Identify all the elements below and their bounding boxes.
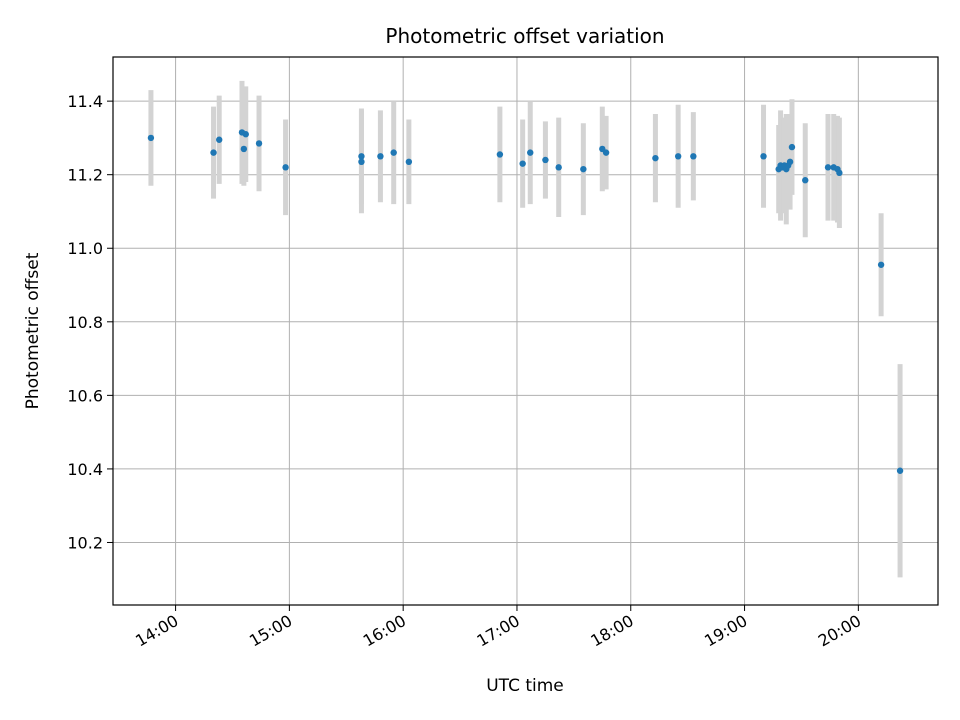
data-point (674, 153, 682, 160)
data-point (836, 169, 843, 177)
y-tick-label: 11.0 (67, 239, 103, 258)
data-point (147, 134, 155, 142)
data-point (555, 164, 562, 171)
data-point (405, 158, 413, 166)
data-point (802, 177, 809, 184)
data-point (824, 164, 832, 171)
data-point (786, 158, 794, 166)
grid (113, 57, 938, 605)
chart-title: Photometric offset variation (385, 24, 664, 48)
data-point (496, 151, 504, 158)
data-point (896, 467, 904, 474)
data-point (527, 149, 534, 156)
data-point (788, 143, 796, 151)
data-point (760, 153, 767, 160)
data-point (255, 140, 263, 147)
data-point (282, 164, 289, 171)
data-point (602, 149, 610, 156)
data-point (377, 153, 384, 160)
y-axis-ticks: 10.2 10.4 10.6 10.8 11.0 11.2 11.4 (67, 92, 113, 552)
y-tick-label: 10.8 (67, 313, 103, 332)
y-tick-label: 10.6 (67, 386, 103, 405)
y-tick-label: 10.2 (67, 533, 103, 552)
data-point (390, 149, 397, 156)
data-point (519, 160, 526, 167)
y-tick-label: 11.2 (67, 166, 103, 185)
data-point (652, 154, 659, 162)
data-point (877, 261, 885, 268)
data-point (358, 158, 365, 166)
data-points (147, 129, 904, 474)
data-point (580, 165, 587, 173)
data-point (242, 131, 249, 138)
y-axis-label: Photometric offset (23, 252, 43, 409)
data-point (210, 149, 217, 156)
data-point (358, 153, 365, 160)
y-tick-label: 11.4 (67, 92, 103, 111)
x-axis-label: UTC time (486, 676, 564, 696)
data-point (542, 156, 549, 164)
y-tick-label: 10.4 (67, 460, 103, 479)
data-point (690, 153, 697, 160)
data-point (240, 145, 248, 153)
data-point (216, 136, 223, 143)
plot-frame (112, 56, 939, 606)
